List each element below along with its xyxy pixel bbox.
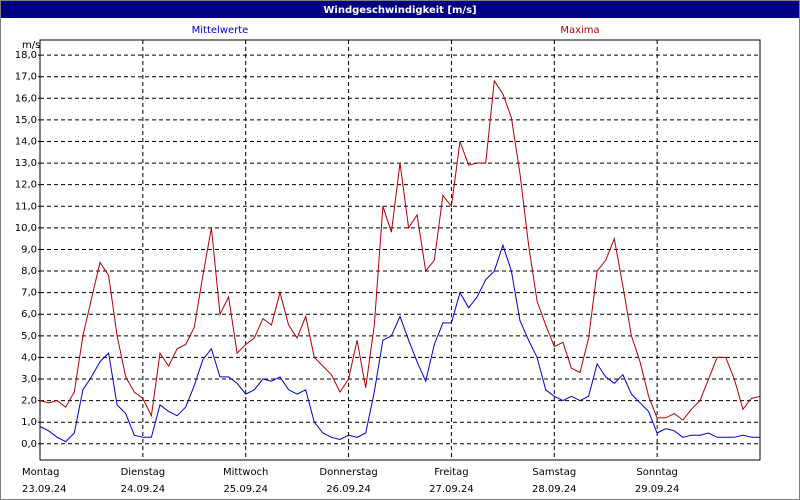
x-tick-date: 25.09.24 — [223, 484, 268, 495]
legend-label: Maxima — [560, 25, 599, 36]
plot-frame — [39, 39, 761, 461]
y-tick-label: 1,0 — [21, 417, 37, 428]
x-tick-label: Mittwoch — [223, 467, 268, 478]
y-tick-label: 15,0 — [15, 115, 37, 126]
y-tick-label: 11,0 — [15, 201, 37, 212]
x-tick-label: Freitag — [434, 467, 468, 478]
x-tick-date: 28.09.24 — [532, 484, 577, 495]
x-tick-date: 26.09.24 — [326, 484, 371, 495]
y-tick-label: 2,0 — [21, 396, 37, 407]
series-line — [39, 243, 760, 443]
y-tick-label: 18,0 — [15, 50, 37, 61]
y-tick-label: 7,0 — [21, 288, 37, 299]
title-bar — [1, 1, 799, 18]
y-tick-label: 10,0 — [15, 223, 37, 234]
x-tick-label: Samstag — [532, 467, 576, 478]
y-tick-label: 3,0 — [21, 374, 37, 385]
chart-title: Windgeschwindigkeit [m/s] — [323, 5, 476, 16]
y-tick-label: 13,0 — [15, 158, 37, 169]
series-line — [39, 79, 761, 421]
x-tick-label: Dienstag — [121, 467, 166, 478]
x-tick-date: 23.09.24 — [22, 484, 67, 495]
x-tick-label: Donnerstag — [319, 467, 377, 478]
y-tick-label: 8,0 — [21, 266, 37, 277]
y-axis-label: m/s — [22, 40, 40, 51]
x-tick-label: Sonntag — [636, 467, 678, 478]
y-tick-label: 17,0 — [15, 72, 37, 83]
legend-label: Mittelwerte — [192, 25, 249, 36]
y-tick-label: 5,0 — [21, 331, 37, 342]
y-tick-label: 14,0 — [15, 136, 37, 147]
y-tick-label: 9,0 — [21, 244, 37, 255]
y-tick-label: 12,0 — [15, 180, 37, 191]
y-tick-label: 4,0 — [21, 352, 37, 363]
y-tick-label: 16,0 — [15, 93, 37, 104]
x-tick-date: 27.09.24 — [429, 484, 474, 495]
y-tick-label: 0,0 — [21, 439, 37, 450]
x-tick-date: 29.09.24 — [635, 484, 680, 495]
y-tick-label: 6,0 — [21, 309, 37, 320]
x-tick-date: 24.09.24 — [121, 484, 166, 495]
x-tick-label: Montag — [22, 467, 59, 478]
